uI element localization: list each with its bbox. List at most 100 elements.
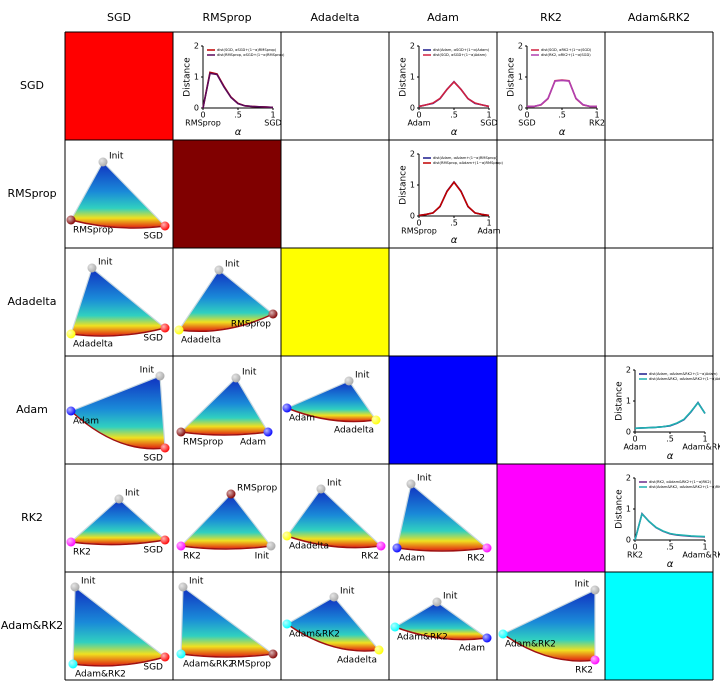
x-tick-label: 0 <box>524 111 529 120</box>
surface-edge <box>286 623 380 652</box>
vertex-label: Adam&RK2 <box>397 633 448 643</box>
y-tick-label: 2 <box>410 150 415 159</box>
sphere-shine <box>176 541 186 551</box>
vertex-label: Init <box>242 368 257 378</box>
y-axis-label: Distance <box>399 165 409 205</box>
row-label: Adam <box>16 403 48 416</box>
sphere-shine <box>114 494 124 504</box>
sphere-shine <box>66 406 76 416</box>
x-tick-label: 0 <box>416 219 421 228</box>
line-series <box>527 79 597 108</box>
column-header: Adam <box>427 11 459 24</box>
legend-entry: dist(Adam&RK2, αAdam&RK2+(1−α)Adam) <box>649 377 720 381</box>
x-tick-label: 1 <box>594 111 599 120</box>
loss-surface <box>70 160 167 229</box>
loss-surface <box>285 596 381 652</box>
x-tick-label: 1 <box>702 435 707 444</box>
sphere-shine <box>374 645 384 655</box>
y-axis-label: Distance <box>615 489 625 529</box>
line-series <box>418 80 490 108</box>
x-axis-label: α <box>667 559 674 570</box>
legend-entry: dist(RMSprop, αSGD+(1−α)RMSprop) <box>217 53 285 57</box>
loss-surface <box>396 482 489 552</box>
x-end-label: Adam&RK2 <box>682 443 720 452</box>
line-series <box>202 72 274 109</box>
vertex-label: Adadelta <box>337 656 377 666</box>
x-tick-label: .5 <box>666 543 674 552</box>
y-tick-label: 1 <box>518 73 523 82</box>
sphere-shine <box>160 652 170 662</box>
row-label: Adadelta <box>8 295 57 308</box>
sphere-shine <box>160 535 170 545</box>
vertex-label: SGD <box>143 546 163 556</box>
y-axis-label: Distance <box>399 57 409 97</box>
column-header: Adam&RK2 <box>628 11 690 24</box>
x-end-label: RMSprop <box>185 119 221 128</box>
diagonal-cell <box>389 356 497 464</box>
sphere-shine <box>160 221 170 231</box>
x-end-label: Adam <box>407 119 430 128</box>
y-tick-label: 2 <box>626 474 631 483</box>
row-label: RK2 <box>21 511 43 524</box>
column-header: SGD <box>107 11 131 24</box>
sphere-shine <box>432 597 442 607</box>
surface-edge <box>286 407 377 423</box>
surface-edge <box>396 547 488 552</box>
x-end-label: Adam <box>477 227 500 236</box>
vertex-label: RK2 <box>575 666 593 676</box>
sphere-shine <box>282 619 292 629</box>
sphere-shine <box>160 323 170 333</box>
vertex-label: Adadelta <box>181 336 221 346</box>
vertex-label: RK2 <box>73 548 91 558</box>
y-axis-label: Distance <box>507 57 517 97</box>
loss-surface <box>69 498 167 546</box>
y-tick-label: 1 <box>410 181 415 190</box>
line-series <box>418 80 490 108</box>
loss-surface <box>179 493 273 550</box>
loss-surface <box>501 589 596 662</box>
vertex-label: Adam <box>240 438 266 448</box>
x-tick-label: 1 <box>486 219 491 228</box>
vertex-label: Init <box>225 260 240 270</box>
sphere-shine <box>214 265 224 275</box>
y-axis-label: Distance <box>615 381 625 421</box>
sphere-shine <box>66 537 76 547</box>
surface-edge <box>286 535 382 549</box>
x-end-label: RK2 <box>589 119 605 128</box>
vertex-label: Init <box>255 552 270 562</box>
sphere-shine <box>376 541 386 551</box>
y-tick-label: 2 <box>626 366 631 375</box>
x-end-label: RMSprop <box>401 227 437 236</box>
vertex-label: RMSprop <box>231 660 271 670</box>
line-series <box>418 180 490 217</box>
diagonal-cell <box>497 464 605 572</box>
sphere-shine <box>68 659 78 669</box>
vertex-label: Adam&RK2 <box>505 640 556 650</box>
surface-edge <box>70 539 166 546</box>
loss-surface <box>69 375 166 450</box>
vertex-label: Init <box>443 592 458 602</box>
sphere-shine <box>590 585 600 595</box>
sphere-shine <box>174 325 184 335</box>
vertex-label: Init <box>340 587 355 597</box>
x-tick-label: .5 <box>666 435 674 444</box>
sphere-shine <box>70 582 80 592</box>
legend-entry: dist(Adam, αAdam&RK2+(1−α)Adam) <box>649 372 718 376</box>
sphere-shine <box>178 582 188 592</box>
sphere-shine <box>344 376 354 386</box>
sphere-shine <box>268 309 278 319</box>
sphere-shine <box>268 649 278 659</box>
vertex-label: Adadelta <box>73 340 113 350</box>
line-series <box>527 79 597 108</box>
y-tick-label: 1 <box>410 73 415 82</box>
x-tick-label: .5 <box>234 111 242 120</box>
y-axis-label: Distance <box>183 57 193 97</box>
legend-entry: dist(RMSprop, αAdam+(1−α)RMSprop) <box>433 161 504 165</box>
sphere-shine <box>590 655 600 665</box>
sphere-shine <box>160 443 170 453</box>
sphere-shine <box>98 157 108 167</box>
sphere-shine <box>155 371 165 381</box>
x-axis-label: α <box>559 127 566 138</box>
legend-entry: dist(SGD, αRK2+(1−α)SGD) <box>541 48 592 52</box>
